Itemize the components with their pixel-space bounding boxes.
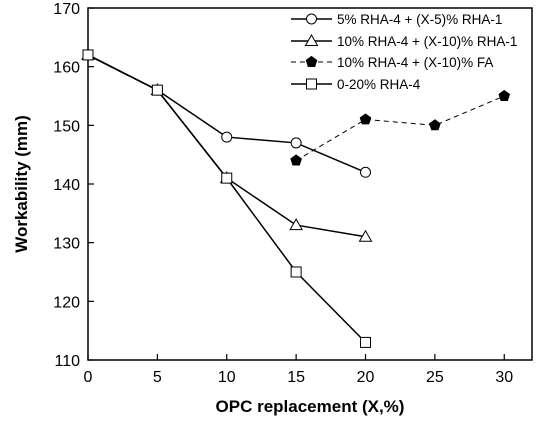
x-tick-label: 25: [426, 369, 444, 386]
axis-ticks: [87, 7, 505, 361]
series-4-point: [151, 84, 163, 96]
x-tick-label: 15: [287, 369, 305, 386]
series-4-point: [290, 266, 302, 278]
legend-label-4: 0-20% RHA-4: [337, 77, 421, 92]
legend-marker-1: [306, 13, 317, 25]
series-markers: [81, 47, 511, 348]
legend: 5% RHA-4 + (X-5)% RHA-1 10% RHA-4 + (X-10…: [291, 12, 517, 92]
x-axis-title: OPC replacement (X,%): [216, 397, 405, 416]
series-1-point: [290, 137, 302, 149]
series-1-point: [221, 131, 233, 143]
series-3-point: [290, 154, 302, 166]
series-2-point: [289, 218, 303, 231]
series-line-3: [295, 95, 505, 161]
series-2-point: [358, 229, 373, 242]
y-axis-title: Workability (mm): [12, 115, 31, 253]
series-3-point: [429, 119, 441, 131]
series-line-4: [87, 54, 367, 343]
x-tick-label: 20: [357, 369, 375, 386]
y-tick-label: 170: [53, 1, 80, 18]
series-3-point: [359, 113, 372, 125]
x-tick-label: 10: [218, 369, 236, 386]
x-tick-label: 0: [84, 369, 93, 386]
legend-label-3: 10% RHA-4 + (X-10)% FA: [337, 55, 493, 70]
series-4-point: [82, 49, 94, 61]
tick-labels: 0 5 10 15 20 25 30 110 120 130 140 150 160 170: [53, 1, 513, 386]
series-line-2: [87, 54, 366, 238]
series-line-1: [87, 54, 366, 173]
x-tick-label: 5: [153, 369, 162, 386]
y-tick-label: 130: [53, 236, 80, 253]
series-1-point: [360, 166, 371, 178]
series-4-point: [221, 172, 233, 184]
series-lines: [87, 54, 505, 343]
series-3-point: [498, 89, 511, 101]
y-tick-label: 110: [54, 353, 80, 370]
y-tick-label: 120: [53, 294, 80, 311]
x-tick-label: 30: [495, 369, 513, 386]
series-4-point: [360, 336, 371, 348]
y-tick-label: 150: [53, 118, 80, 135]
y-tick-label: 140: [53, 177, 80, 194]
legend-marker-4: [306, 78, 317, 90]
y-tick-label: 160: [53, 60, 80, 77]
legend-label-2: 10% RHA-4 + (X-10)% RHA-1: [337, 34, 517, 49]
legend-marker-3: [305, 55, 318, 67]
legend-marker-2: [304, 33, 319, 46]
legend-label-1: 5% RHA-4 + (X-5)% RHA-1: [337, 12, 502, 27]
